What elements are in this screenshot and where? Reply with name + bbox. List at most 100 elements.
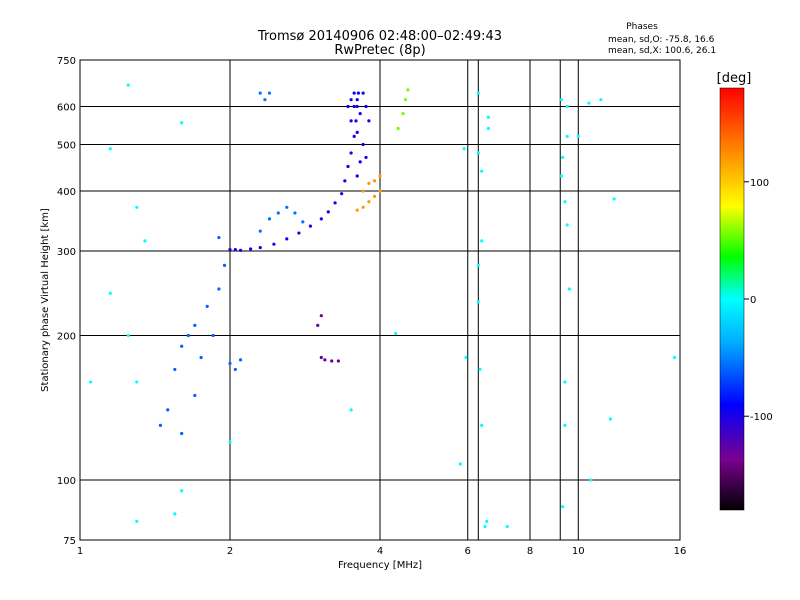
x-axis-label: Frequency [MHz]: [338, 560, 422, 571]
data-point: [505, 524, 509, 529]
data-point: [361, 189, 365, 193]
data-point: [340, 192, 344, 196]
data-point: [193, 393, 197, 398]
data-point: [228, 361, 232, 365]
data-point: [319, 217, 323, 221]
data-point: [205, 304, 209, 309]
data-point: [180, 489, 184, 493]
data-point: [217, 235, 221, 240]
data-point: [486, 115, 490, 119]
data-point: [464, 355, 468, 360]
data-point: [258, 229, 262, 233]
data-point: [267, 217, 272, 221]
data-point: [485, 519, 489, 523]
data-point: [126, 83, 130, 87]
x-tick-label: 2: [227, 546, 233, 557]
data-point: [476, 151, 480, 155]
colorbar: [deg] 100 0 -100: [717, 71, 773, 511]
data-point: [563, 200, 567, 204]
colorbar-gradient: [719, 87, 745, 511]
data-point: [135, 205, 139, 209]
data-point: [346, 164, 350, 169]
data-point: [361, 205, 365, 209]
data-point: [403, 98, 408, 102]
x-tick-label: 10: [572, 546, 585, 557]
data-point: [358, 160, 362, 164]
data-point: [319, 355, 323, 360]
y-axis: 75 100 200 300 400 500 600 750: [57, 56, 76, 547]
data-point: [599, 98, 603, 102]
data-point: [233, 248, 237, 252]
data-point: [608, 417, 613, 421]
data-point: [267, 91, 272, 95]
y-tick-label: 500: [57, 141, 76, 152]
data-point: [352, 91, 356, 95]
data-point: [672, 355, 677, 360]
data-point: [356, 91, 360, 95]
y-tick-label: 600: [57, 103, 76, 114]
data-point: [135, 519, 139, 523]
data-point: [567, 287, 572, 291]
data-point: [180, 431, 184, 436]
data-point: [563, 380, 567, 384]
colorbar-tick-label: 0: [750, 295, 756, 306]
data-point: [565, 223, 569, 227]
data-point: [323, 358, 327, 362]
y-tick-label: 400: [57, 187, 76, 198]
data-point: [355, 98, 359, 102]
data-point: [476, 263, 480, 267]
data-point: [326, 210, 330, 214]
data-point: [199, 355, 203, 360]
data-point: [238, 248, 243, 252]
data-point: [560, 155, 565, 160]
data-points: [88, 83, 677, 529]
colorbar-tick-label: 100: [750, 178, 769, 189]
data-point: [285, 237, 289, 241]
data-point: [108, 147, 112, 151]
data-point: [355, 208, 359, 212]
data-point: [576, 134, 580, 138]
data-point: [352, 134, 356, 138]
x-axis: 1 2 4 6 8 10 16: [77, 546, 687, 557]
y-tick-label: 300: [57, 247, 76, 258]
data-point: [349, 98, 353, 102]
phases-x-line: mean, sd,X: 100.6, 26.1: [608, 46, 716, 56]
data-point: [193, 323, 197, 327]
data-point: [330, 359, 334, 363]
data-point: [372, 179, 377, 183]
data-point: [355, 174, 359, 178]
data-point: [166, 408, 170, 412]
data-point: [228, 440, 232, 444]
data-point: [559, 174, 564, 178]
data-point: [563, 423, 567, 427]
data-point: [272, 242, 276, 246]
data-point: [352, 104, 356, 109]
data-point: [358, 111, 362, 116]
data-point: [476, 300, 480, 304]
data-point: [343, 179, 347, 183]
data-point: [217, 287, 221, 291]
data-point: [560, 505, 565, 509]
data-point: [486, 126, 490, 131]
data-point: [372, 194, 377, 198]
data-point: [143, 239, 147, 243]
colorbar-ticks: 100 0 -100: [744, 178, 773, 423]
data-point: [355, 104, 359, 109]
data-point: [238, 358, 243, 362]
chart-title: Tromsø 20140906 02:48:00–02:49:43: [257, 29, 502, 44]
data-point: [364, 104, 368, 109]
x-tick-label: 8: [527, 546, 533, 557]
data-point: [88, 380, 93, 384]
data-point: [316, 323, 320, 327]
data-point: [349, 408, 353, 412]
data-point: [228, 248, 232, 252]
data-point: [480, 423, 484, 427]
data-point: [361, 142, 365, 147]
data-point: [126, 333, 130, 338]
data-point: [354, 119, 358, 123]
data-point: [406, 88, 410, 92]
data-point: [458, 462, 463, 466]
data-point: [158, 423, 163, 427]
chart-subtitle: RwPretec (8p): [334, 43, 425, 58]
